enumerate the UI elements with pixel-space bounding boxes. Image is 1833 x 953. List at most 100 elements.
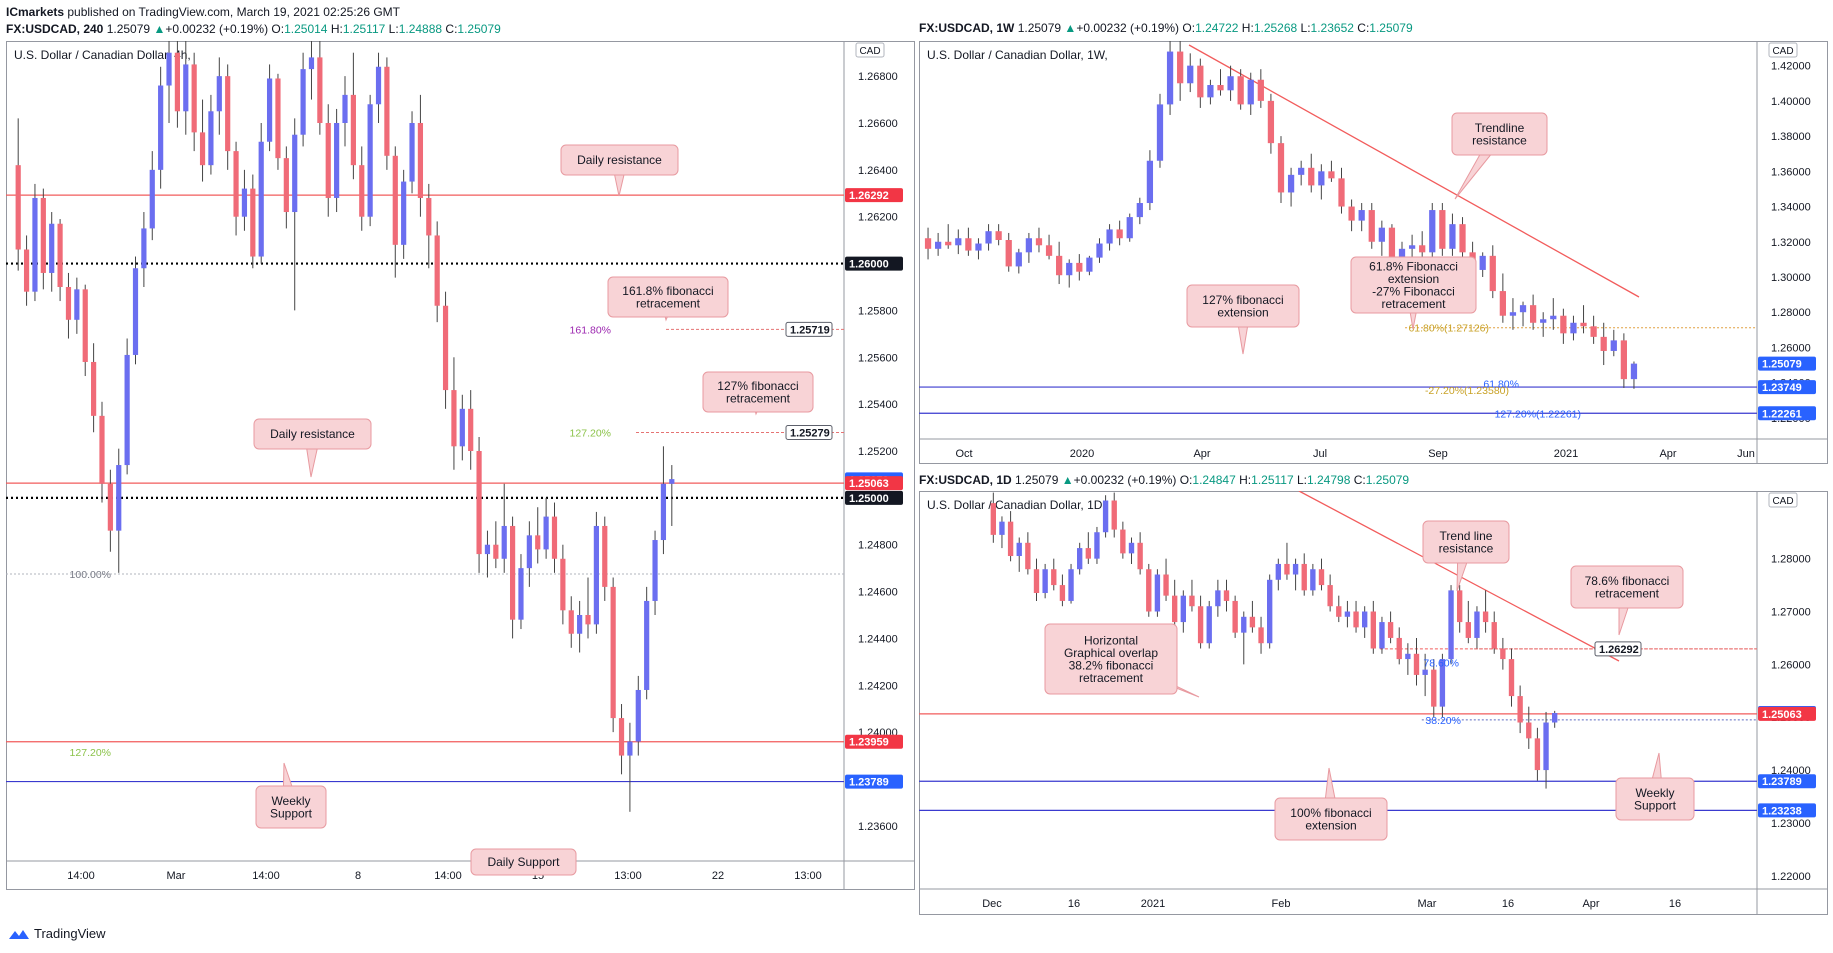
candle-body — [1526, 722, 1532, 739]
fib-label: 61.80%(1.27126) — [1408, 323, 1489, 335]
chart-1d[interactable]: U.S. Dollar / Canadian Dollar, 1D, CAD 1.2… — [919, 491, 1828, 915]
candle-body — [1405, 653, 1411, 660]
candle-body — [141, 228, 147, 269]
candle-body — [1249, 616, 1256, 628]
candle-body — [1136, 203, 1143, 218]
candle-body — [1620, 340, 1627, 380]
symbol-1w: FX:USDCAD, 1W — [919, 21, 1015, 35]
candle-body — [1215, 590, 1221, 607]
candle-body — [1459, 224, 1466, 253]
up-arrow-icon: ▲ — [153, 22, 166, 36]
candle-body — [1517, 696, 1523, 723]
candle-body — [1457, 590, 1463, 623]
candle-body — [49, 223, 55, 273]
candle-body — [1232, 600, 1238, 633]
callout-box — [1186, 284, 1300, 328]
price-label-text: 1.25000 — [849, 493, 889, 505]
candle-body — [1284, 563, 1290, 575]
candle-body — [417, 123, 424, 198]
currency-badge — [855, 42, 885, 58]
open-value-1w: 1.24722 — [1195, 21, 1239, 35]
candle-body — [1353, 611, 1359, 628]
candle-body — [1033, 569, 1040, 594]
last-price-1d: 1.25079 — [1015, 473, 1059, 487]
callout-box — [255, 785, 327, 829]
tradingview-logo-icon — [9, 929, 29, 939]
candle-body — [1035, 238, 1043, 246]
candle-body — [1370, 611, 1376, 649]
open-value: 1.25014 — [284, 22, 328, 36]
price-change: +0.00232 (+0.19%) — [165, 22, 269, 36]
callout-text: Trendline — [1475, 121, 1525, 135]
high-value: 1.25117 — [342, 22, 386, 36]
candle-body — [32, 197, 38, 292]
fib-label: 38.20% — [1425, 715, 1461, 727]
price-label-box — [1594, 641, 1642, 657]
candle-body — [1344, 611, 1351, 617]
price-label-box — [845, 734, 903, 749]
fib-label: 78.60% — [1423, 657, 1459, 669]
publish-info: published on TradingView.com, March 19, … — [64, 5, 401, 19]
callout-box — [1451, 112, 1548, 156]
callout-box — [253, 418, 372, 450]
x-tick-label: 2020 — [1070, 448, 1094, 460]
callout-text: retracement — [1595, 586, 1660, 600]
candle-body — [1519, 305, 1527, 313]
tradingview-brand[interactable]: TradingView — [8, 926, 106, 941]
candle-body — [1257, 79, 1264, 101]
candle-body — [1156, 104, 1164, 161]
candle-body — [1491, 622, 1497, 649]
price-label-text: 1.25079 — [1762, 359, 1802, 371]
low-value-1w: 1.23652 — [1310, 21, 1354, 35]
chart-title: U.S. Dollar / Canadian Dollar, 1W, — [927, 48, 1108, 62]
callout-text: 100% fibonacci — [1290, 806, 1371, 820]
author-name[interactable]: ICmarkets — [6, 5, 65, 19]
candle-body — [551, 516, 558, 559]
candle-body — [1439, 659, 1446, 707]
candle-body — [1529, 305, 1537, 323]
high-value-1w: 1.25268 — [1253, 21, 1298, 35]
candle-body — [669, 479, 675, 484]
candle-body — [208, 111, 214, 166]
y-tick-label: 1.40000 — [1771, 96, 1811, 108]
candle-body — [57, 223, 63, 287]
chart-1w[interactable]: U.S. Dollar / Canadian Dollar, 1W, CAD 1.4… — [919, 41, 1828, 464]
x-tick-label: Apr — [1659, 448, 1676, 460]
callout-text: Support — [270, 806, 313, 820]
x-tick-label: 13:00 — [794, 870, 822, 882]
close-value-1w: 1.25079 — [1369, 21, 1413, 35]
price-label-text: 1.22261 — [1762, 408, 1802, 420]
candle-body — [233, 151, 239, 217]
candle-body — [1379, 622, 1385, 649]
callout-text: extension — [1305, 818, 1356, 832]
candle-body — [990, 503, 996, 535]
chart-4h[interactable]: U.S. Dollar / Canadian Dollar, 4h, CAD 1.2… — [6, 41, 915, 890]
candle-body — [40, 197, 46, 273]
price-label-box — [845, 476, 903, 491]
candle-body — [275, 78, 281, 159]
candle-body — [627, 741, 633, 756]
candle-body — [1258, 627, 1264, 644]
candle-body — [1076, 262, 1083, 272]
currency-label: CAD — [859, 46, 880, 57]
callout-text: Graphical overlap — [1064, 646, 1158, 660]
candle-body — [1292, 563, 1299, 575]
y-tick-label: 1.25600 — [858, 352, 898, 364]
candle-body — [1227, 76, 1234, 91]
callout-text: Daily resistance — [270, 427, 355, 441]
y-tick-label: 1.26800 — [858, 71, 898, 83]
callout-box — [702, 371, 814, 413]
candle-body — [375, 66, 382, 105]
candle-body — [442, 305, 449, 391]
candle-body — [1287, 174, 1295, 193]
symbol-4h: FX:USDCAD, 240 — [6, 22, 104, 36]
candle-body — [526, 535, 532, 569]
candle-body — [1042, 569, 1048, 594]
candle-body — [1396, 637, 1402, 660]
x-tick-label: 14:00 — [252, 870, 280, 882]
fib-label: 100.00% — [70, 569, 111, 581]
candle-body — [924, 238, 932, 249]
candle-body — [1207, 85, 1214, 98]
candle-body — [985, 231, 992, 244]
callout-text: resistance — [1472, 133, 1527, 147]
